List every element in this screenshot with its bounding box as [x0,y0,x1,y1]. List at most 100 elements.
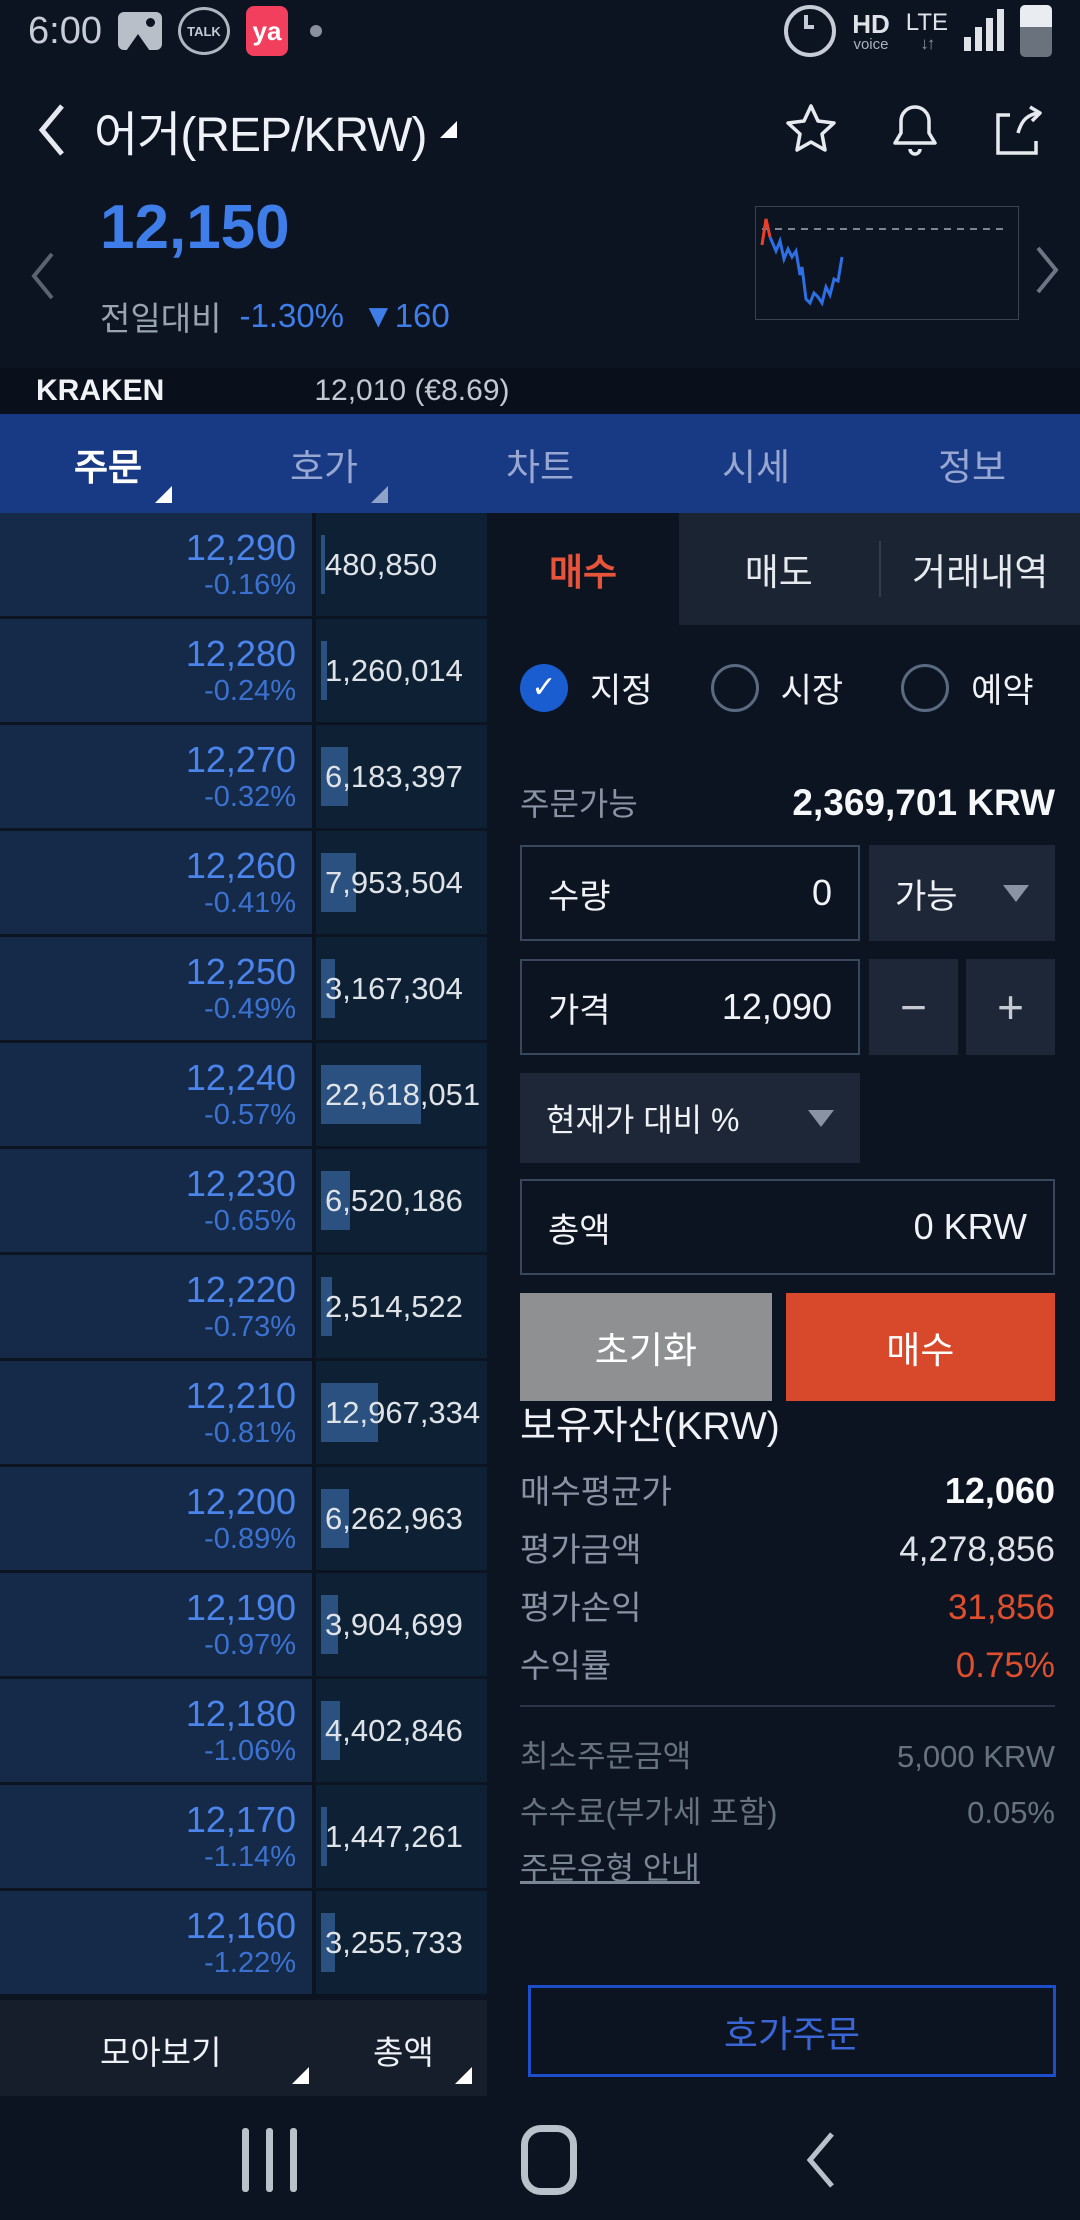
trade-panel: 매수 매도 거래내역 ✓ 지정 시장 예약 주문가능 2,369,70 [487,513,1080,2000]
orderbook-qty-cell[interactable]: 7,953,504 [312,831,487,937]
price-value: 12,090 [721,986,832,1027]
reference-exchange-row: KRAKEN 12,010 (€8.69) [0,368,1080,414]
orderbook-qty-cell[interactable]: 2,514,522 [312,1255,487,1361]
tab-history[interactable]: 거래내역 [912,552,1049,593]
ask-price: 12,290 [185,527,296,569]
ask-quantity: 2,514,522 [325,1288,463,1324]
ask-quantity: 1,260,014 [325,652,463,688]
orderbook-rows: 12,290 -0.16% 480,850 12,280 -0.24% 1,26… [0,513,487,1997]
tab-info[interactable]: 정보 [937,446,1007,488]
trade-tabs: 매수 매도 거래내역 [487,513,1080,625]
orderbook-qty-cell[interactable]: 1,447,261 [312,1785,487,1891]
orderbook-price-cell[interactable]: 12,250 -0.49% [0,937,312,1043]
orderbook-qty-cell[interactable]: 6,262,963 [312,1467,487,1573]
orderbook-qty-cell[interactable]: 6,520,186 [312,1149,487,1255]
ask-price: 12,280 [185,633,296,675]
tab-chart[interactable]: 차트 [505,446,575,488]
orderbook-price-cell[interactable]: 12,210 -0.81% [0,1361,312,1467]
home-icon[interactable] [521,2125,578,2195]
ask-quantity: 7,953,504 [325,864,463,900]
ask-change-percent: -0.24% [204,674,296,707]
ask-quantity: 12,967,334 [325,1394,481,1430]
orderbook-price-cell[interactable]: 12,290 -0.16% [0,513,312,619]
mini-price-chart[interactable] [755,206,1019,320]
orderbook-price-cell[interactable]: 12,220 -0.73% [0,1255,312,1361]
orderbook-row: 12,260 -0.41% 7,953,504 [0,831,487,937]
order-type-guide-link[interactable]: 주문유형 안내 [520,1851,700,1886]
prev-market-chevron-icon[interactable] [28,250,56,302]
orderbook-price-cell[interactable]: 12,240 -0.57% [0,1043,312,1149]
orderbook-qty-cell[interactable]: 480,850 [312,513,487,619]
orderbook-qty-cell[interactable]: 6,183,397 [312,725,487,831]
ask-quantity: 480,850 [325,546,438,582]
radio-limit-order[interactable]: ✓ 지정 [520,663,653,712]
orderbook-price-cell[interactable]: 12,160 -1.22% [0,1891,312,1997]
tab-sell[interactable]: 매도 [744,552,813,593]
orderbook-price-cell[interactable]: 12,200 -0.89% [0,1467,312,1573]
orderbook-qty-cell[interactable]: 12,967,334 [312,1361,487,1467]
ask-quantity: 4,402,846 [325,1712,463,1748]
radio-market-order[interactable]: 시장 [710,663,843,712]
depth-bar [321,1383,378,1442]
orderbook-qty-cell[interactable]: 22,618,051 [312,1043,487,1149]
next-market-chevron-icon[interactable] [1034,244,1062,296]
quote-order-button[interactable]: 호가주문 [528,1985,1056,2077]
total-amount-input[interactable]: 총액 0 KRW [520,1179,1055,1275]
holdings-avg-price-row: 매수평균가 12,060 [520,1470,1055,1511]
reset-button[interactable]: 초기화 [520,1293,772,1401]
recents-icon[interactable] [242,2128,298,2192]
orderbook-price-cell[interactable]: 12,270 -0.32% [0,725,312,831]
tab-caret-icon [370,486,388,503]
tab-buy[interactable]: 매수 [548,552,618,593]
chevron-down-icon [1003,884,1029,902]
ask-price: 12,270 [185,739,296,781]
tab-quotes[interactable]: 호가 [216,414,432,513]
radio-reserved-order[interactable]: 예약 [901,663,1034,712]
exchange-name: KRAKEN [36,374,165,407]
collapse-view-button[interactable]: 모아보기 [100,2034,222,2071]
ask-price: 12,210 [185,1375,296,1417]
divider [520,1705,1055,1707]
sparkline-red [760,218,772,246]
total-column-button[interactable]: 총액 [373,2034,434,2071]
orderbook-qty-cell[interactable]: 3,904,699 [312,1573,487,1679]
orderbook-price-cell[interactable]: 12,180 -1.06% [0,1679,312,1785]
orderbook-qty-cell[interactable]: 3,255,733 [312,1891,487,1997]
price-vs-current-dropdown[interactable]: 현재가 대비 % [520,1073,860,1163]
tab-order[interactable]: 주문 [0,414,216,513]
depth-bar [321,853,356,912]
depth-bar [321,1807,327,1866]
buy-button[interactable]: 매수 [785,1293,1055,1401]
orderbook-price-cell[interactable]: 12,190 -0.97% [0,1573,312,1679]
quantity-mode-dropdown[interactable]: 가능 [869,845,1055,941]
orderbook-qty-cell[interactable]: 3,167,304 [312,937,487,1043]
orderbook-price-cell[interactable]: 12,230 -0.65% [0,1149,312,1255]
back-icon[interactable] [34,100,68,160]
orderbook-price-cell[interactable]: 12,170 -1.14% [0,1785,312,1891]
ask-change-percent: -0.32% [204,780,296,813]
ask-change-percent: -0.73% [204,1310,296,1343]
ask-price: 12,190 [185,1587,296,1629]
tab-market[interactable]: 시세 [721,446,791,488]
page-title[interactable]: 어거(REP/KRW) [94,109,427,162]
price-decrease-button[interactable]: − [869,959,958,1055]
price-increase-button[interactable]: + [966,959,1055,1055]
fee-row: 수수료(부가세 포함) 0.05% [520,1795,1055,1830]
share-icon[interactable] [990,101,1046,159]
depth-bar [321,1277,332,1336]
orderbook-qty-cell[interactable]: 1,260,014 [312,619,487,725]
price-input[interactable]: 가격 12,090 [520,959,860,1055]
more-notifications-dot-icon [309,25,322,37]
ask-quantity: 3,167,304 [325,970,463,1006]
nav-back-icon[interactable] [802,2128,838,2192]
ask-price: 12,230 [185,1163,296,1205]
orderbook-qty-cell[interactable]: 4,402,846 [312,1679,487,1785]
favorite-star-icon[interactable] [782,101,840,159]
orderbook-price-cell[interactable]: 12,260 -0.41% [0,831,312,937]
signal-strength-icon [964,9,1004,51]
orderbook-price-cell[interactable]: 12,280 -0.24% [0,619,312,725]
alert-bell-icon[interactable] [888,101,942,159]
orderbook-row: 12,170 -1.14% 1,447,261 [0,1785,487,1891]
quantity-input[interactable]: 수량 0 [520,845,860,941]
